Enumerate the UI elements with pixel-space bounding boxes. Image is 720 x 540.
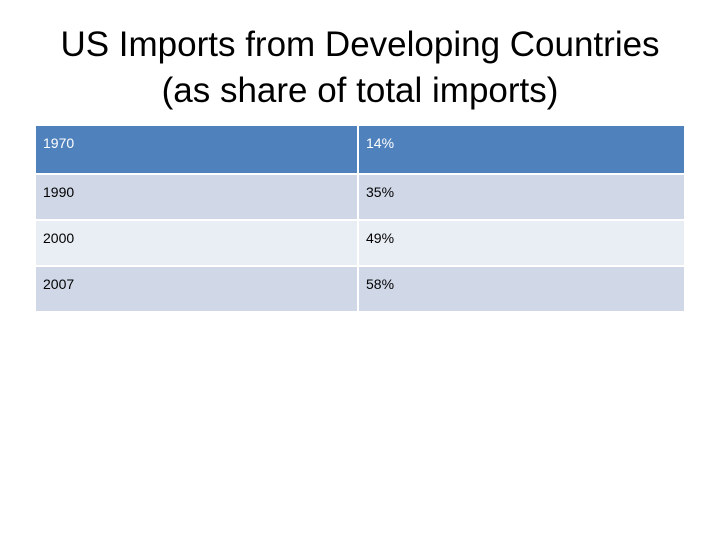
imports-share-table: 1970 14% 1990 35% 2000 49% 2007 58%: [36, 126, 684, 313]
slide-title: US Imports from Developing Countries (as…: [0, 22, 720, 114]
slide-title-line-1: US Imports from Developing Countries: [60, 25, 660, 64]
slide-title-line-2: (as share of total imports): [161, 71, 559, 110]
year-cell: 1990: [36, 174, 359, 221]
year-cell: 2000: [36, 220, 359, 267]
table-row: 1990 35%: [36, 174, 684, 221]
table-row: 2007 58%: [36, 266, 684, 313]
table-row: 1970 14%: [36, 126, 684, 175]
year-cell: 1970: [36, 126, 359, 175]
share-cell: 14%: [358, 126, 684, 175]
share-cell: 49%: [358, 220, 684, 267]
year-cell: 2007: [36, 266, 359, 313]
table-row: 2000 49%: [36, 220, 684, 267]
share-cell: 35%: [358, 174, 684, 221]
share-cell: 58%: [358, 266, 684, 313]
